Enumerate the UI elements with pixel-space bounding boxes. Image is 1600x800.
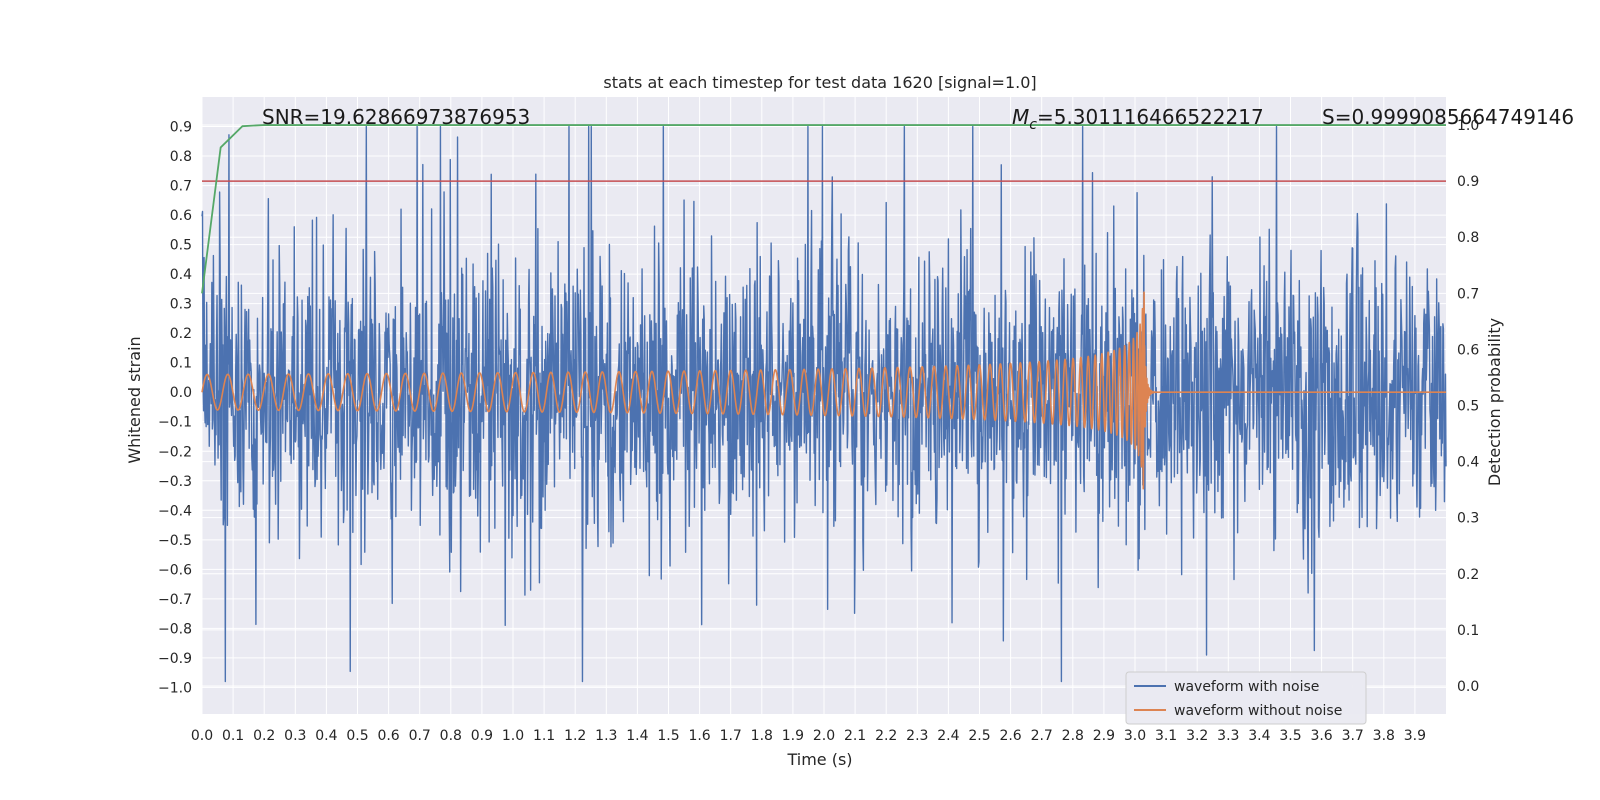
series-waveform-with-noise [201,125,1447,683]
x-axis-ticks: 0.0 0.1 0.2 0.3 0.4 0.5 0.6 0.7 0.8 0.9 1.0 1.1 1.2 1… [191,728,1426,744]
x-tick-label: 1.6 [688,728,710,744]
chirp-mass-subscript: c [1029,117,1037,133]
y-tick-label: 0.1 [170,356,192,372]
y2-tick-label: 0.3 [1457,511,1479,527]
x-tick-label: 2.5 [968,728,990,744]
y2-tick-label: 0.5 [1457,399,1479,415]
x-tick-label: 0.1 [222,728,244,744]
x-tick-label: 0.4 [315,728,337,744]
right-axis-ticks: 0.0 0.1 0.2 0.3 0.4 0.5 0.6 0.7 0.8 0.9 1.0 [1457,118,1479,695]
x-tick-label: 2.9 [1093,728,1115,744]
x-tick-label: 3.7 [1342,728,1364,744]
series-layer [201,124,1447,683]
x-tick-label: 0.7 [409,728,431,744]
x-tick-label: 2.3 [906,728,928,744]
x-tick-label: 0.0 [191,728,213,744]
x-tick-label: 1.3 [595,728,617,744]
x-tick-label: 0.5 [346,728,368,744]
y2-tick-label: 0.8 [1457,230,1479,246]
series-detection-probability [201,124,1446,294]
x-tick-label: 1.9 [782,728,804,744]
y-tick-label: 0.3 [170,297,192,313]
x-tick-label: 3.4 [1248,728,1270,744]
y2-tick-label: 0.6 [1457,342,1479,358]
y-tick-label: −0.4 [158,503,192,519]
x-tick-label: 3.8 [1373,728,1395,744]
x-tick-label: 1.5 [657,728,679,744]
legend-label-noise: waveform with noise [1174,679,1319,695]
y2-tick-label: 0.9 [1457,174,1479,190]
x-axis-label: Time (s) [786,750,852,769]
x-tick-label: 2.2 [875,728,897,744]
x-tick-label: 1.8 [751,728,773,744]
y-tick-label: 0.5 [170,238,192,254]
y-tick-label: 0.2 [170,326,192,342]
y-tick-label: −1.0 [158,680,192,696]
chirp-mass-annotation: Mc=5.301116466522217 [1012,105,1264,133]
x-tick-label: 0.2 [253,728,275,744]
x-tick-label: 3.1 [1155,728,1177,744]
y2-tick-label: 0.2 [1457,567,1479,583]
x-tick-label: 2.6 [999,728,1021,744]
y-tick-label: 0.8 [170,149,192,165]
chirp-mass-symbol: M [1012,105,1029,129]
y2-tick-label: 0.4 [1457,455,1479,471]
x-tick-label: 0.9 [471,728,493,744]
legend: waveform with noise waveform without noi… [1125,671,1367,725]
chart-title: stats at each timestep for test data 162… [603,73,1036,92]
y2-tick-label: 0.1 [1457,623,1479,639]
y-tick-label: −0.3 [158,474,192,490]
y-tick-label: −0.2 [158,444,192,460]
x-tick-label: 2.8 [1062,728,1084,744]
x-tick-label: 2.7 [1031,728,1053,744]
x-tick-label: 3.2 [1186,728,1208,744]
x-tick-label: 3.5 [1279,728,1301,744]
x-tick-label: 3.3 [1217,728,1239,744]
y2-tick-label: 0.7 [1457,286,1479,302]
x-tick-label: 0.3 [284,728,306,744]
s-annotation: S=0.9999085664749146 [1322,105,1574,129]
y2-tick-label: 1.0 [1457,118,1479,134]
y-tick-label: −0.8 [158,621,192,637]
y-tick-label: −0.1 [158,415,192,431]
x-tick-label: 1.1 [533,728,555,744]
y-tick-label: 0.0 [170,385,192,401]
y-tick-label: −0.7 [158,592,192,608]
y-tick-label: −0.9 [158,651,192,667]
snr-annotation: SNR=19.62866973876953 [262,105,530,129]
x-tick-label: 1.2 [564,728,586,744]
x-tick-label: 1.4 [626,728,648,744]
left-axis-ticks: −1.0 −0.9 −0.8 −0.7 −0.6 −0.5 −0.4 −0.3 −0.2 −0.1… [158,120,192,697]
x-tick-label: 0.8 [440,728,462,744]
x-tick-label: 0.6 [377,728,399,744]
x-tick-label: 2.4 [937,728,959,744]
y-tick-label: −0.6 [158,562,192,578]
x-tick-label: 3.0 [1124,728,1146,744]
y2-tick-label: 0.0 [1457,679,1479,695]
x-tick-label: 1.7 [720,728,742,744]
chirp-mass-value: =5.301116466522217 [1037,105,1264,129]
y2-axis-label: Detection probability [1485,318,1504,486]
x-tick-label: 3.6 [1310,728,1332,744]
y-tick-label: 0.6 [170,208,192,224]
y-tick-label: −0.5 [158,533,192,549]
series-waveform-without-noise [201,291,1447,490]
legend-label-clean: waveform without noise [1174,703,1342,719]
x-tick-label: 1.0 [502,728,524,744]
x-tick-label: 2.0 [813,728,835,744]
y-tick-label: 0.4 [170,267,192,283]
legend-box [1125,671,1367,725]
y-tick-label: 0.9 [170,120,192,136]
x-tick-label: 3.9 [1404,728,1426,744]
y-tick-label: 0.7 [170,179,192,195]
x-tick-label: 2.1 [844,728,866,744]
y-axis-label: Whitened strain [125,336,144,463]
